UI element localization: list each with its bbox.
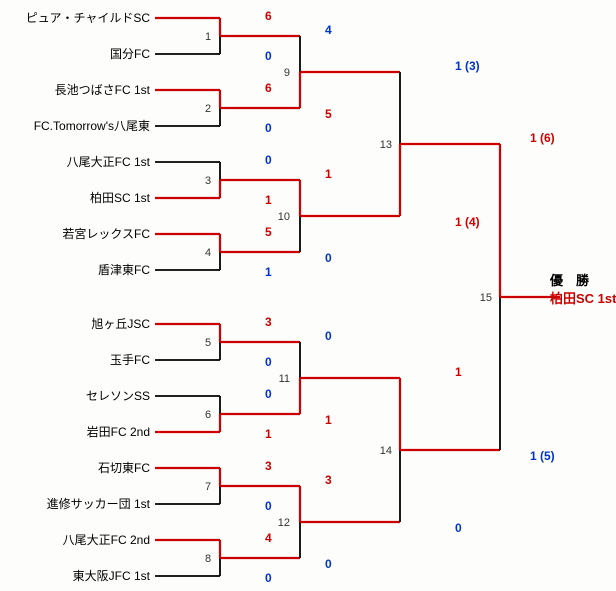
score: 1 — [265, 193, 272, 207]
match-number: 11 — [279, 373, 290, 385]
match-number: 5 — [205, 337, 211, 349]
score: 1 (5) — [530, 449, 555, 463]
match-number: 13 — [380, 139, 392, 151]
match-number: 8 — [205, 553, 211, 565]
team-label: 玉手FC — [110, 353, 150, 367]
score: 4 — [265, 531, 272, 545]
score: 6 — [265, 81, 272, 95]
match-number: 10 — [278, 211, 290, 223]
match-number: 3 — [205, 175, 211, 187]
score: 0 — [265, 49, 272, 63]
match-number: 1 — [205, 31, 211, 43]
match-number: 7 — [205, 481, 211, 493]
score: 0 — [455, 521, 462, 535]
score: 1 — [325, 167, 332, 181]
score: 3 — [325, 473, 332, 487]
score: 1 (6) — [530, 131, 555, 145]
score: 3 — [265, 315, 272, 329]
score: 1 — [265, 427, 272, 441]
score: 0 — [265, 355, 272, 369]
team-label: 旭ヶ丘JSC — [91, 317, 150, 331]
score: 6 — [265, 9, 272, 23]
score: 1 — [265, 265, 272, 279]
score: 5 — [325, 107, 332, 121]
match-number: 6 — [205, 409, 211, 421]
score: 1 (4) — [455, 215, 480, 229]
team-label: セレソンSS — [86, 389, 150, 403]
team-label: 進修サッカー団 1st — [47, 496, 151, 511]
team-label: 八尾大正FC 2nd — [63, 533, 150, 547]
team-label: 岩田FC 2nd — [87, 424, 150, 439]
team-label: FC.Tomorrow's八尾東 — [34, 119, 150, 133]
match-number: 2 — [205, 103, 211, 115]
match-number: 14 — [380, 445, 392, 457]
score: 5 — [265, 225, 272, 239]
score: 3 — [265, 459, 272, 473]
score: 0 — [265, 499, 272, 513]
match-number: 12 — [278, 517, 290, 529]
score: 0 — [325, 557, 332, 571]
champion-label: 優 勝 — [549, 273, 590, 288]
score: 1 — [455, 365, 462, 379]
score: 0 — [265, 121, 272, 135]
score: 4 — [325, 23, 332, 37]
champion-name: 柏田SC 1st — [550, 291, 616, 306]
team-label: 国分FC — [110, 47, 150, 61]
team-label: 柏田SC 1st — [90, 190, 151, 205]
score: 0 — [265, 387, 272, 401]
team-label: 盾津東FC — [98, 263, 150, 277]
team-label: 長池つばさFC 1st — [55, 83, 151, 97]
score: 0 — [325, 329, 332, 343]
score: 0 — [265, 571, 272, 585]
score: 1 — [325, 413, 332, 427]
match-number: 15 — [480, 292, 492, 304]
team-label: 東大阪JFC 1st — [73, 569, 151, 583]
team-label: ピュア・チャイルドSC — [26, 11, 151, 25]
team-label: 八尾大正FC 1st — [67, 155, 151, 169]
score: 0 — [265, 153, 272, 167]
match-number: 4 — [205, 247, 211, 259]
score: 1 (3) — [455, 59, 480, 73]
team-label: 若宮レックスFC — [62, 226, 150, 241]
team-label: 石切東FC — [98, 461, 150, 475]
score: 0 — [325, 251, 332, 265]
match-number: 9 — [284, 67, 290, 79]
